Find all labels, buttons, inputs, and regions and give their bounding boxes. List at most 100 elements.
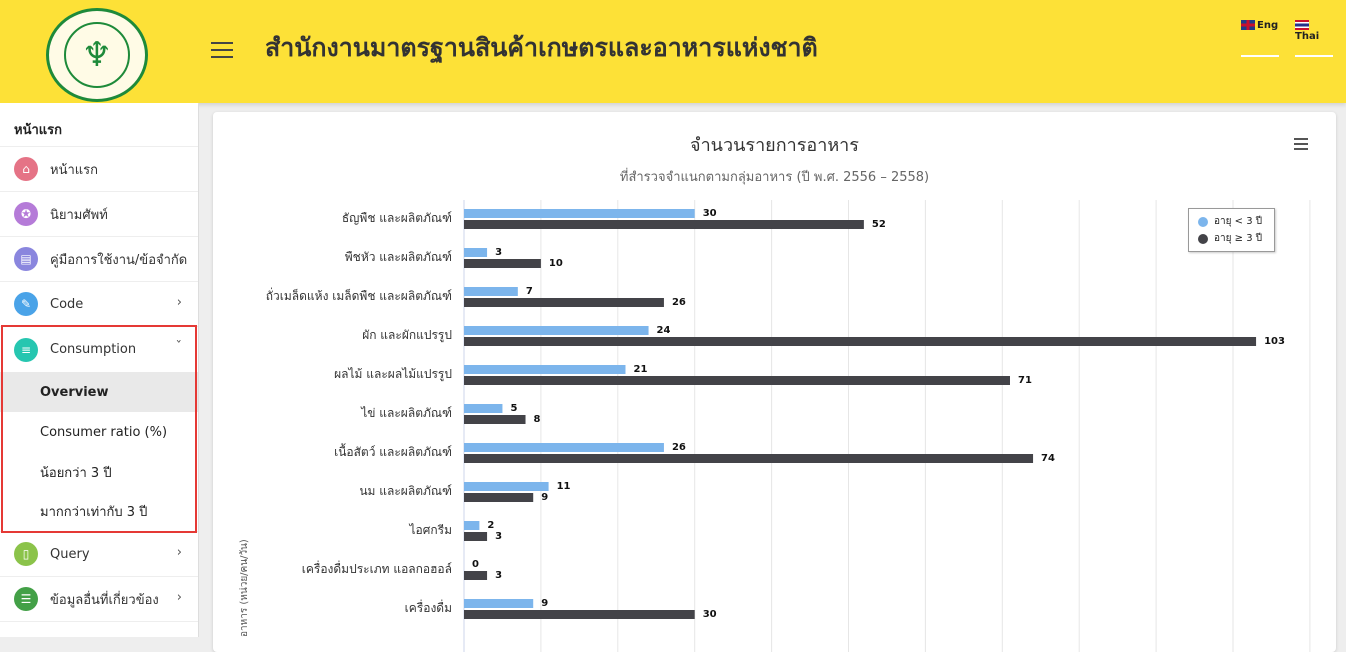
chart-subtitle: ที่สำรวจจำแนกตามกลุ่มอาหาร (ปี พ.ศ. 2556… [619,170,930,185]
data-label: 24 [657,325,671,336]
data-label: 0 [472,559,479,570]
bar-under-3 [464,521,480,530]
bar-under-3 [464,209,695,218]
legend-item-3-and-over[interactable]: อายุ ≥ 3 ปี [1198,230,1274,247]
bar-under-3 [464,404,503,413]
uk-flag-icon [1241,20,1255,30]
consumption-highlight-box [1,325,197,533]
lang-thai-label: Thai [1295,31,1320,42]
category-label: เครื่องดื่ม [405,599,452,615]
site-title: สำนักงานมาตรฐานสินค้าเกษตรและอาหารแห่งชา… [265,33,818,62]
sidebar-item-home[interactable]: ⌂ หน้าแรก [0,147,198,192]
category-label: ไอศกรีม [409,523,452,537]
chevron-right-icon: › [176,545,182,560]
bar-under-3 [464,248,488,257]
book-icon: ▤ [14,247,38,271]
data-label: 30 [703,609,717,620]
sidebar-item-related-data[interactable]: ☰ ข้อมูลอื่นที่เกี่ยวข้อง › [0,577,198,622]
data-label: 21 [633,364,647,375]
sidebar-item-glossary[interactable]: ✪ นิยามศัพท์ [0,192,198,237]
chart-card: จำนวนรายการอาหาร ที่สำรวจจำแนกตามกลุ่มอา… [213,112,1336,652]
data-label: 10 [549,258,563,269]
agency-logo: ♆ [46,8,148,102]
lang-eng-button[interactable]: Eng [1241,20,1281,57]
data-label: 103 [1264,336,1285,347]
sidebar-item-label: ข้อมูลอื่นที่เกี่ยวข้อง [50,592,159,608]
data-label: 3 [495,531,502,542]
sidebar-item-query[interactable]: ▯ Query › [0,532,198,577]
legend-dot-icon [1198,216,1208,227]
bar-3-and-over [464,454,1034,463]
document-icon: ▯ [14,542,38,566]
data-label: 30 [703,208,717,219]
category-label: ผัก และผักแปรรูป [362,328,452,343]
sidebar-item-label: หน้าแรก [50,162,98,178]
wand-icon: ✎ [14,292,38,316]
category-label: เครื่องดื่มประเภท แอลกอฮอล์ [302,560,452,576]
data-label: 9 [541,492,548,503]
data-label: 71 [1018,375,1032,386]
data-label: 7 [526,286,533,297]
list-icon: ≡ [14,337,38,362]
sidebar-item-label: Code [50,296,84,312]
chevron-right-icon: › [176,590,182,605]
bar-3-and-over [464,337,1257,346]
data-label: 9 [541,598,548,609]
lang-thai-button[interactable]: Thai [1295,20,1335,57]
category-label: พืชหัว และผลิตภัณฑ์ [345,250,452,264]
data-label: 5 [510,403,517,414]
bar-3-and-over [464,493,534,502]
data-label: 26 [672,297,686,308]
bar-3-and-over [464,532,488,541]
data-label: 3 [495,570,502,581]
top-header: ♆ สำนักงานมาตรฐานสินค้าเกษตรและอาหารแห่ง… [0,0,1346,103]
data-label: 11 [557,481,571,492]
ribbon-icon: ✪ [14,202,38,226]
data-label: 2 [487,520,494,531]
menu-toggle-icon[interactable] [211,42,233,58]
bar-3-and-over [464,376,1010,385]
sidebar-item-label: Consumption [50,342,137,357]
bar-under-3 [464,443,664,452]
sidebar-item-consumption[interactable]: ≡ Consumption ˇ [0,327,198,372]
chevron-down-icon: ˇ [175,340,183,355]
data-label: 74 [1041,453,1055,464]
sidebar-item-label: คู่มือการใช้งาน/ข้อจำกัด [50,252,188,268]
database-icon: ☰ [14,587,38,611]
category-label: นม และผลิตภัณฑ์ [359,484,452,498]
legend-dot-icon [1198,233,1208,244]
legend-item-under-3[interactable]: อายุ < 3 ปี [1198,213,1274,230]
bar-under-3 [464,365,626,374]
chart-legend[interactable]: อายุ < 3 ปี อายุ ≥ 3 ปี [1188,208,1275,252]
lang-eng-label: Eng [1257,20,1279,31]
data-label: 52 [872,219,886,230]
chevron-right-icon: › [176,295,182,310]
bar-3-and-over [464,571,488,580]
submenu-consumer-ratio[interactable]: Consumer ratio (%) [40,424,168,440]
chart-title: จำนวนรายการอาหาร [690,135,859,156]
category-label: ไข่ และผลิตภัณฑ์ [360,406,452,420]
home-icon: ⌂ [14,157,38,181]
chart-menu-icon[interactable] [1294,138,1308,150]
bar-under-3 [464,482,549,491]
bar-3-and-over [464,298,664,307]
submenu-under-3[interactable]: น้อยกว่า 3 ปี [40,465,112,481]
legend-label: อายุ < 3 ปี [1214,216,1263,227]
category-label: เนื้อสัตว์ และผลิตภัณฑ์ [334,443,452,459]
sidebar-heading: หน้าแรก [0,103,198,147]
thai-flag-icon [1295,20,1309,30]
bar-3-and-over [464,610,695,619]
submenu-overview[interactable]: Overview [0,372,198,412]
sidebar-item-label: นิยามศัพท์ [50,207,108,223]
data-label: 26 [672,442,686,453]
sidebar-item-code[interactable]: ✎ Code › [0,282,198,327]
bar-under-3 [464,599,534,608]
data-label: 8 [534,414,541,425]
category-label: ถั่วเมล็ดแห้ง เมล็ดพืช และผลิตภัณฑ์ [266,287,452,303]
bar-3-and-over [464,220,864,229]
category-label: ผลไม้ และผลไม้แปรรูป [334,367,452,382]
logo-emblem-icon: ♆ [64,22,130,88]
sidebar-item-manual[interactable]: ▤ คู่มือการใช้งาน/ข้อจำกัด [0,237,198,282]
sidebar: หน้าแรก ⌂ หน้าแรก ✪ นิยามศัพท์ ▤ คู่มือก… [0,103,199,637]
